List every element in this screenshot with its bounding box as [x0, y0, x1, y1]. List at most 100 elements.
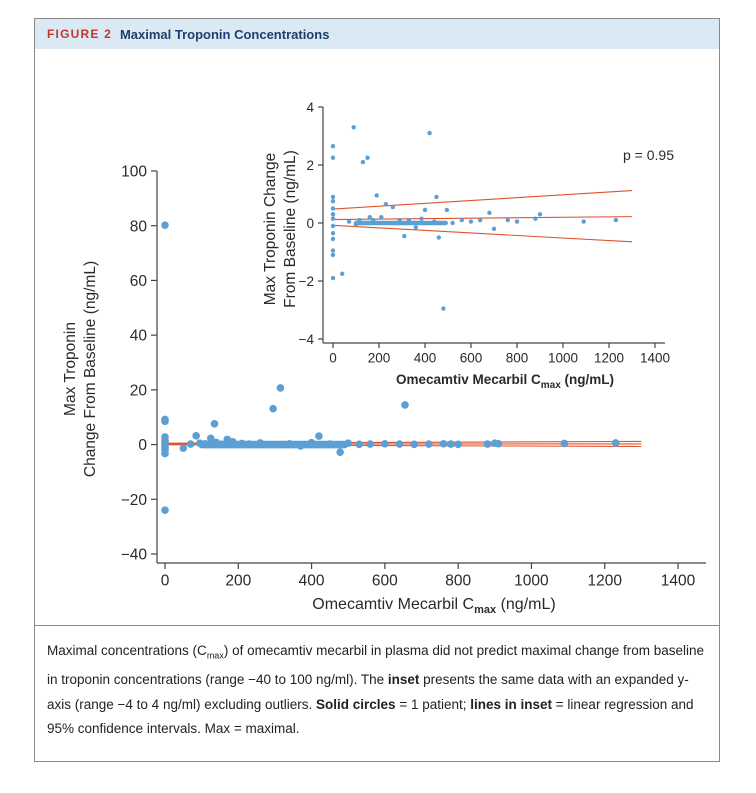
inset-data-point [330, 212, 336, 217]
main-y-tick-label: 40 [130, 328, 148, 345]
inset-data-point [422, 207, 428, 213]
main-data-point [228, 438, 237, 446]
inset-x-tick-label: 1000 [548, 351, 578, 366]
main-y-axis-label-line2: Change From Baseline (ng/mL) [82, 261, 99, 477]
inset-data-point [357, 217, 362, 223]
main-data-point [336, 448, 344, 457]
inset-data-point [468, 219, 474, 224]
main-data-point [355, 440, 364, 449]
main-data-point [276, 384, 285, 392]
inset-y-tick-label: 2 [306, 158, 314, 173]
inset-data-point [427, 130, 432, 136]
caption-bold-inset: inset [387, 672, 420, 688]
inset-x-tick-label: 200 [368, 351, 391, 366]
main-y-tick-label: 80 [130, 218, 148, 235]
inset-data-point [330, 155, 336, 160]
main-data-point [315, 432, 323, 440]
main-y-tick-label: 100 [121, 164, 147, 181]
inset-data-point [346, 219, 352, 224]
inset-data-point [432, 219, 437, 224]
inset-y-tick-label: −4 [299, 332, 315, 347]
figure-frame: FIGURE 2 Maximal Troponin Concentrations… [34, 18, 720, 762]
inset-data-point [478, 217, 483, 223]
main-data-point [161, 506, 169, 515]
main-data-point [161, 417, 169, 426]
main-data-point [192, 432, 200, 440]
figure-label: FIGURE 2 [47, 27, 112, 41]
main-data-point [210, 419, 219, 428]
inset-data-point [383, 201, 389, 207]
inset-point-cluster [353, 220, 448, 226]
main-data-point [425, 440, 433, 448]
inset-regression-lines [332, 189, 633, 243]
main-data-point [217, 440, 226, 449]
inset-x-axis-label-unit: (ng/mL) [561, 372, 614, 387]
main-data-point [256, 439, 265, 447]
inset-data-point [413, 225, 418, 230]
inset-data-point [459, 217, 464, 223]
main-data-point [307, 438, 316, 447]
inset-x-tick-label: 800 [506, 351, 529, 366]
main-y-tick-label: −40 [121, 547, 148, 564]
caption-bold-lines: lines in inset [470, 696, 553, 712]
figure-header: FIGURE 2 Maximal Troponin Concentrations [35, 19, 719, 49]
figure-caption: Maximal concentrations (Cmax) of omecamt… [47, 639, 707, 742]
inset-data-point [505, 217, 510, 223]
main-y-tick-label: 0 [138, 437, 147, 454]
inset-data-point [330, 252, 336, 258]
main-data-point [326, 440, 334, 448]
main-data-point [186, 440, 195, 448]
inset-data-point [330, 275, 336, 281]
inset-data-point [351, 125, 356, 130]
inset-y-axis-label-line2: From Baseline (ng/mL) [282, 150, 299, 308]
main-data-point [196, 439, 204, 448]
inset-y-tick-label: −2 [299, 274, 314, 289]
inset-data-point [402, 233, 407, 239]
caption-part2: ) of omecamtiv mecarbil in plasma did no… [47, 643, 705, 688]
inset-points [330, 125, 619, 311]
caption-part4: = 1 patient; [395, 696, 471, 712]
main-data-point [560, 439, 569, 448]
main-x-axis-label-unit: (ng/mL) [496, 596, 556, 613]
main-x-tick-label: 1000 [514, 573, 549, 590]
main-data-point [395, 440, 404, 448]
inset-regression-upper [332, 189, 633, 210]
main-x-tick-label: 800 [445, 573, 471, 590]
main-data-point [447, 440, 455, 448]
inset-x-tick-label: 600 [460, 351, 483, 366]
inset-p-value: p = 0.95 [623, 147, 674, 163]
main-data-point [238, 439, 246, 448]
main-data-point [245, 440, 254, 448]
main-data-point [179, 444, 188, 452]
inset-data-point [330, 236, 336, 242]
inset-x-tick-label: 0 [329, 351, 337, 366]
main-x-tick-label: 0 [161, 573, 170, 590]
main-points [161, 221, 620, 515]
main-data-point [161, 221, 169, 229]
inset-x-tick-label: 400 [414, 351, 437, 366]
inset-data-point [406, 217, 412, 223]
main-y-axis-label-line1: Max Troponin [62, 322, 79, 416]
inset-axes: −4 −2 0 2 4 0 200 400 600 800 1000 1200 1400 [299, 100, 670, 366]
inset-data-point [330, 206, 336, 211]
caption-sub: max [206, 650, 224, 661]
main-data-point [381, 439, 389, 448]
inset-y-tick-label: 4 [306, 100, 314, 115]
inset-y-axis-label-line1: Max Troponin Change [262, 153, 279, 306]
main-x-tick-label: 600 [372, 573, 398, 590]
main-data-point [494, 439, 503, 448]
main-data-point [401, 401, 409, 409]
inset-data-point [330, 223, 336, 229]
inset-data-point [330, 230, 336, 236]
main-data-point [439, 439, 448, 448]
inset-data-point [330, 143, 336, 149]
inset-data-point [379, 215, 384, 220]
main-x-tick-label: 200 [225, 573, 251, 590]
main-data-point [201, 439, 210, 448]
inset-x-axis-label-sub: max [541, 380, 561, 391]
inset-data-point [390, 204, 395, 210]
main-data-point [454, 440, 462, 449]
